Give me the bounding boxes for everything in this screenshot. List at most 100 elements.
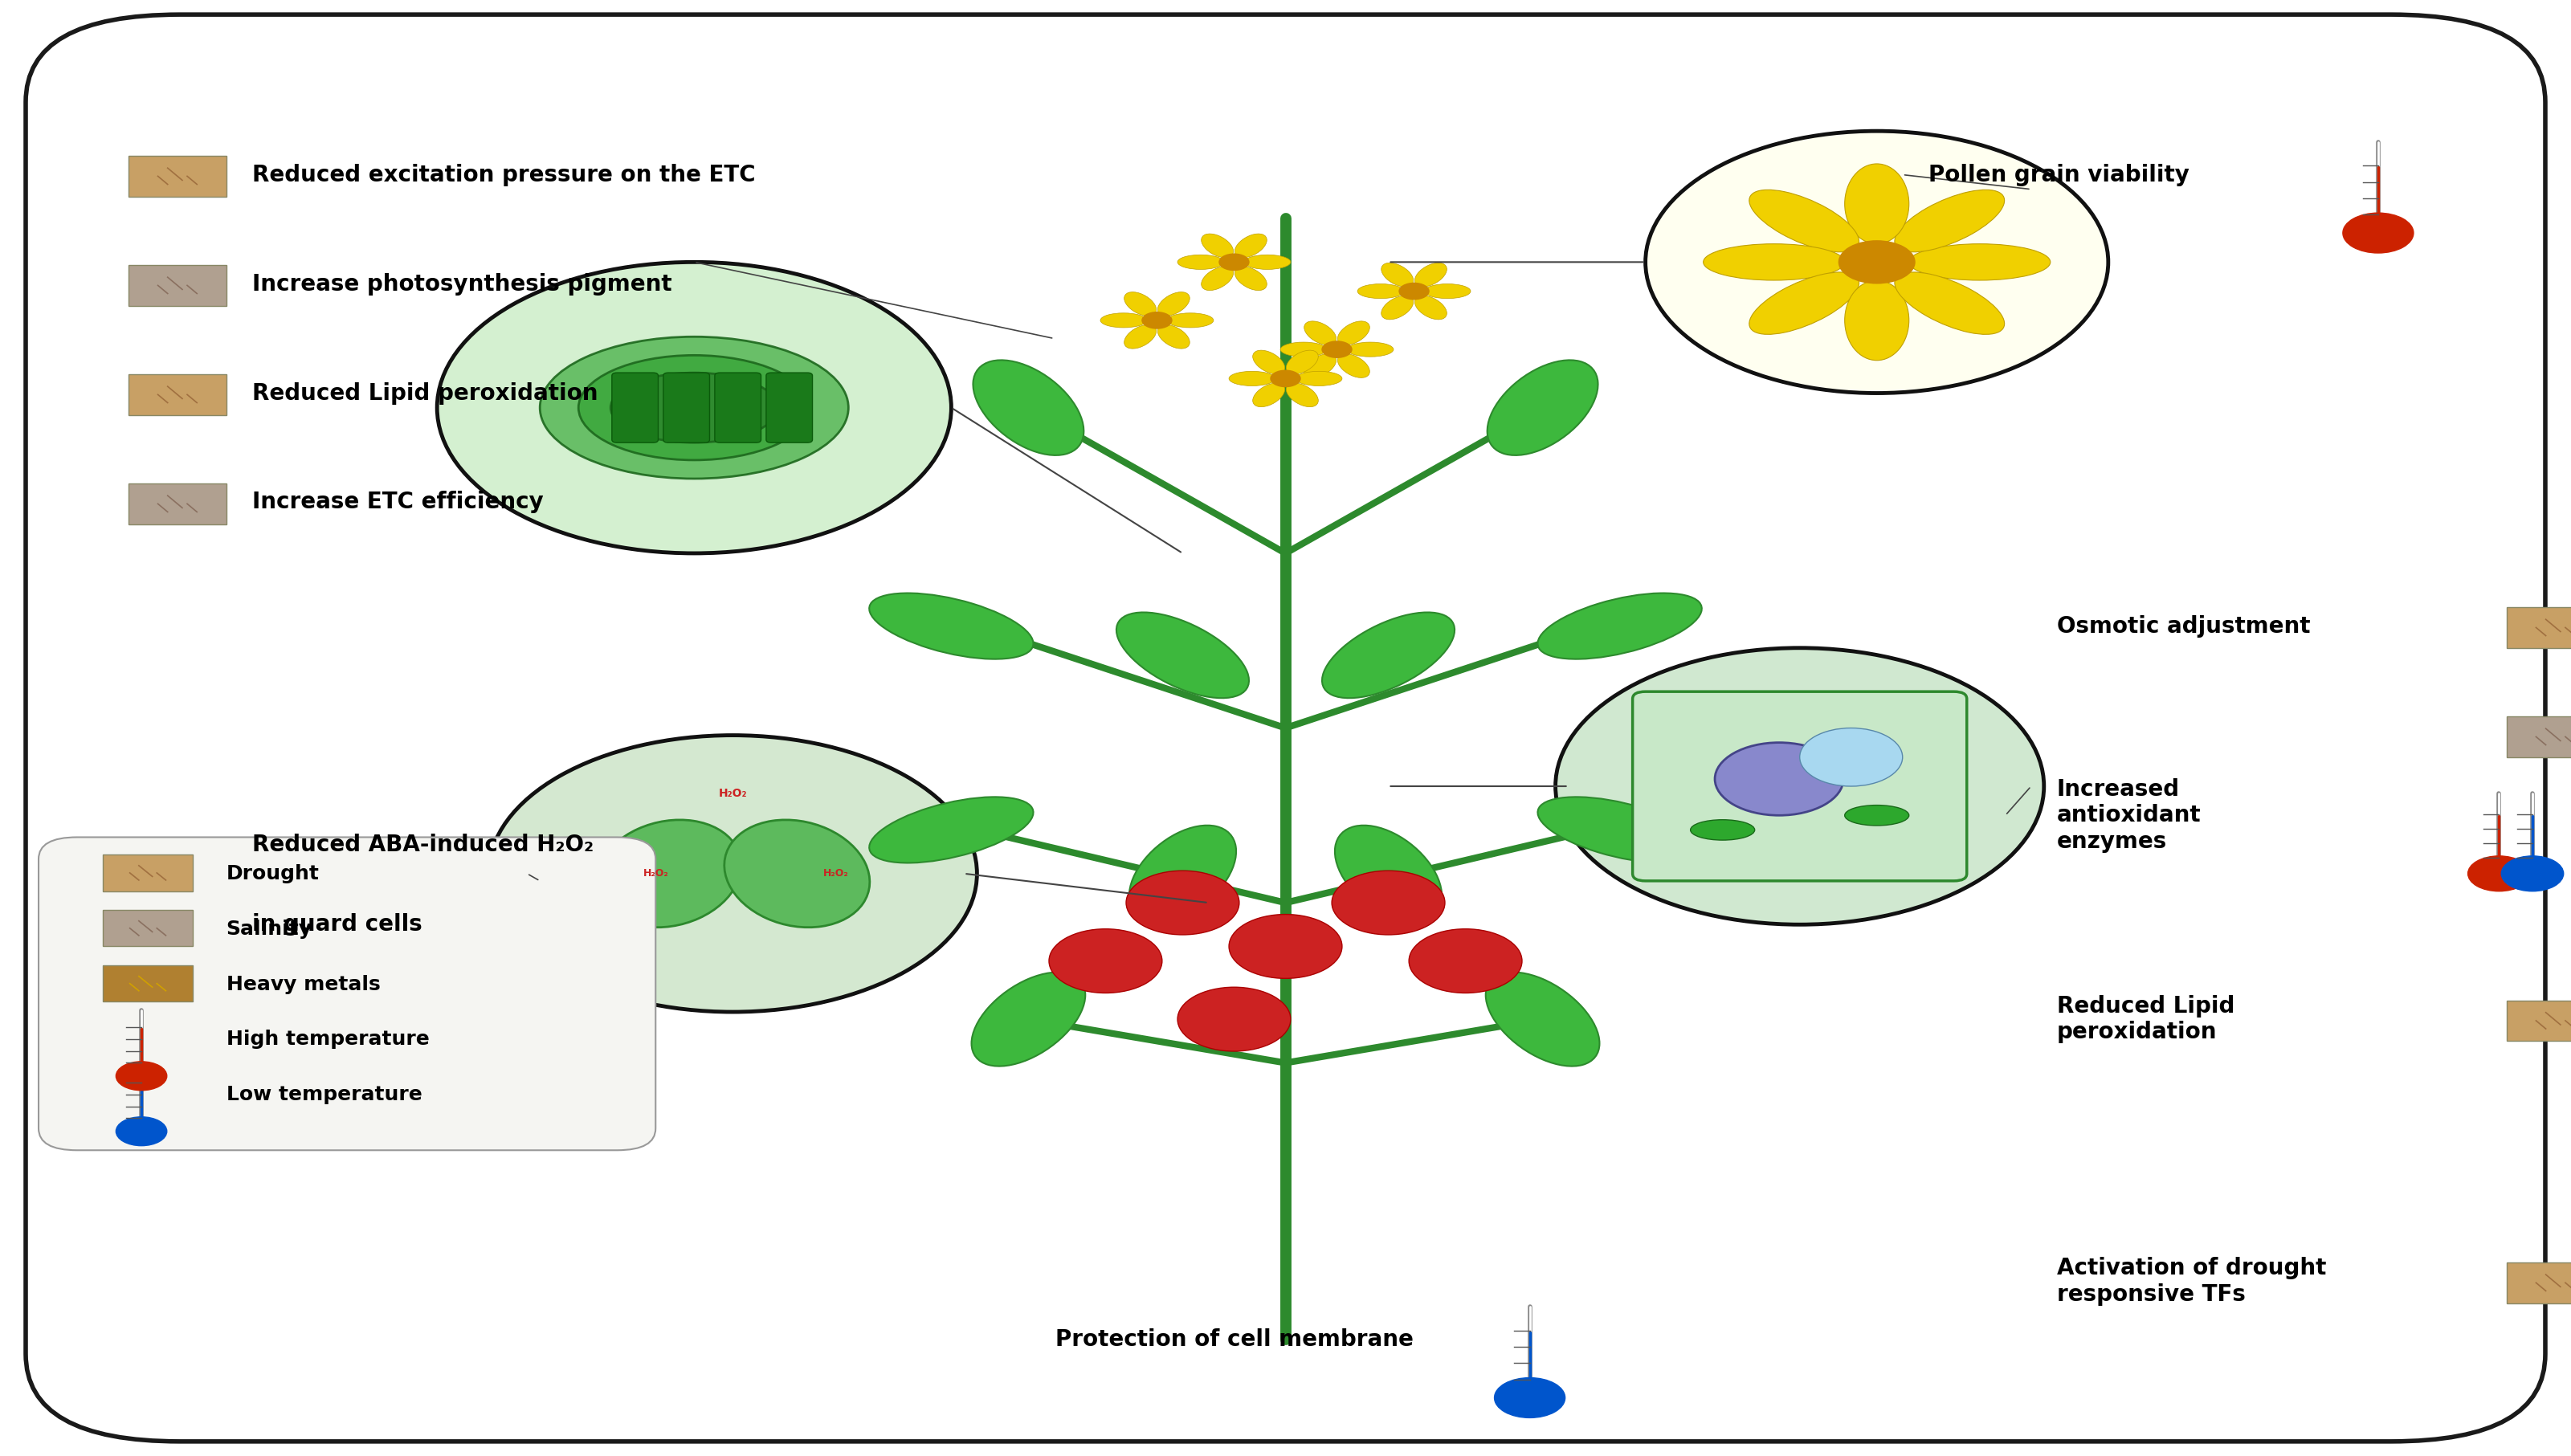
Text: Heavy metals: Heavy metals (226, 974, 381, 994)
Ellipse shape (1321, 613, 1455, 697)
Text: in guard cells: in guard cells (252, 913, 422, 936)
Circle shape (1715, 743, 1843, 815)
Circle shape (1838, 240, 1915, 284)
Ellipse shape (1201, 266, 1234, 290)
Ellipse shape (972, 973, 1085, 1066)
Text: Pollen grain viability: Pollen grain viability (1928, 163, 2188, 186)
Ellipse shape (1424, 284, 1471, 298)
Circle shape (1645, 131, 2108, 393)
FancyBboxPatch shape (103, 965, 193, 1002)
Ellipse shape (1381, 296, 1414, 319)
Ellipse shape (1280, 342, 1327, 357)
Ellipse shape (725, 820, 869, 927)
Ellipse shape (1167, 313, 1214, 328)
FancyBboxPatch shape (103, 855, 193, 891)
FancyBboxPatch shape (612, 373, 658, 443)
Circle shape (1126, 871, 1239, 935)
Text: H₂O₂: H₂O₂ (717, 788, 748, 799)
FancyBboxPatch shape (715, 373, 761, 443)
Circle shape (1409, 929, 1522, 993)
Text: Increased
antioxidant
enzymes: Increased antioxidant enzymes (2057, 778, 2201, 853)
Ellipse shape (1234, 234, 1268, 258)
FancyBboxPatch shape (129, 483, 226, 524)
Ellipse shape (1846, 805, 1908, 826)
FancyBboxPatch shape (2507, 1262, 2571, 1303)
Circle shape (2468, 856, 2530, 891)
Text: Protection of cell membrane: Protection of cell membrane (1054, 1328, 1414, 1351)
FancyBboxPatch shape (129, 374, 226, 415)
Ellipse shape (972, 360, 1085, 456)
Ellipse shape (1689, 820, 1753, 840)
Ellipse shape (1252, 383, 1286, 406)
Text: High temperature: High temperature (226, 1029, 429, 1050)
Circle shape (1270, 370, 1301, 387)
Circle shape (2342, 213, 2414, 253)
Ellipse shape (1157, 325, 1190, 348)
Text: Low temperature: Low temperature (226, 1085, 422, 1105)
Ellipse shape (1229, 371, 1275, 386)
FancyBboxPatch shape (2507, 716, 2571, 757)
FancyBboxPatch shape (1633, 692, 1967, 881)
Ellipse shape (1347, 342, 1393, 357)
Ellipse shape (1124, 325, 1157, 348)
Circle shape (1494, 1377, 1566, 1418)
FancyBboxPatch shape (663, 373, 710, 443)
Circle shape (488, 735, 977, 1012)
Ellipse shape (1234, 266, 1268, 290)
Ellipse shape (1296, 371, 1342, 386)
Ellipse shape (869, 593, 1034, 660)
Circle shape (1332, 871, 1445, 935)
Ellipse shape (1895, 272, 2005, 335)
Ellipse shape (1846, 163, 1908, 245)
Text: Increase ETC efficiency: Increase ETC efficiency (252, 491, 542, 514)
Ellipse shape (1486, 360, 1599, 456)
Circle shape (1399, 282, 1429, 300)
Ellipse shape (1702, 245, 1846, 281)
Text: Reduced ABA-induced H₂O₂: Reduced ABA-induced H₂O₂ (252, 833, 594, 856)
Text: Increase photosynthesis pigment: Increase photosynthesis pigment (252, 272, 671, 296)
Ellipse shape (1748, 272, 1859, 335)
Ellipse shape (1244, 255, 1291, 269)
FancyBboxPatch shape (129, 265, 226, 306)
Circle shape (1219, 253, 1250, 271)
Circle shape (1142, 312, 1172, 329)
Ellipse shape (1201, 234, 1234, 258)
Circle shape (1321, 341, 1352, 358)
Circle shape (2502, 856, 2563, 891)
Ellipse shape (1414, 296, 1447, 319)
Ellipse shape (1100, 313, 1147, 328)
Text: Reduced Lipid peroxidation: Reduced Lipid peroxidation (252, 381, 596, 405)
Circle shape (1049, 929, 1162, 993)
Ellipse shape (1486, 973, 1599, 1066)
Text: Osmotic adjustment: Osmotic adjustment (2057, 614, 2311, 638)
Circle shape (1555, 648, 2044, 925)
Ellipse shape (1381, 264, 1414, 287)
Ellipse shape (540, 336, 848, 479)
FancyBboxPatch shape (766, 373, 812, 443)
Ellipse shape (869, 796, 1034, 863)
Ellipse shape (1129, 826, 1237, 922)
FancyBboxPatch shape (2507, 607, 2571, 648)
Circle shape (1178, 987, 1291, 1051)
Ellipse shape (578, 355, 810, 460)
FancyBboxPatch shape (129, 156, 226, 197)
Text: H₂O₂: H₂O₂ (823, 868, 848, 879)
Ellipse shape (1337, 354, 1370, 377)
Ellipse shape (1334, 826, 1442, 922)
Ellipse shape (612, 373, 779, 443)
Ellipse shape (1303, 322, 1337, 345)
Ellipse shape (1908, 245, 2052, 281)
Ellipse shape (1895, 189, 2005, 252)
FancyBboxPatch shape (39, 837, 656, 1150)
Ellipse shape (1337, 322, 1370, 345)
Ellipse shape (1157, 293, 1190, 316)
Ellipse shape (1800, 728, 1903, 786)
Circle shape (1229, 914, 1342, 978)
Ellipse shape (1303, 354, 1337, 377)
FancyBboxPatch shape (26, 15, 2545, 1441)
FancyBboxPatch shape (2507, 1000, 2571, 1041)
Text: Reduced Lipid
peroxidation: Reduced Lipid peroxidation (2057, 994, 2234, 1044)
Ellipse shape (1537, 593, 1702, 660)
Text: Salinity: Salinity (226, 919, 311, 939)
Ellipse shape (1252, 351, 1286, 374)
